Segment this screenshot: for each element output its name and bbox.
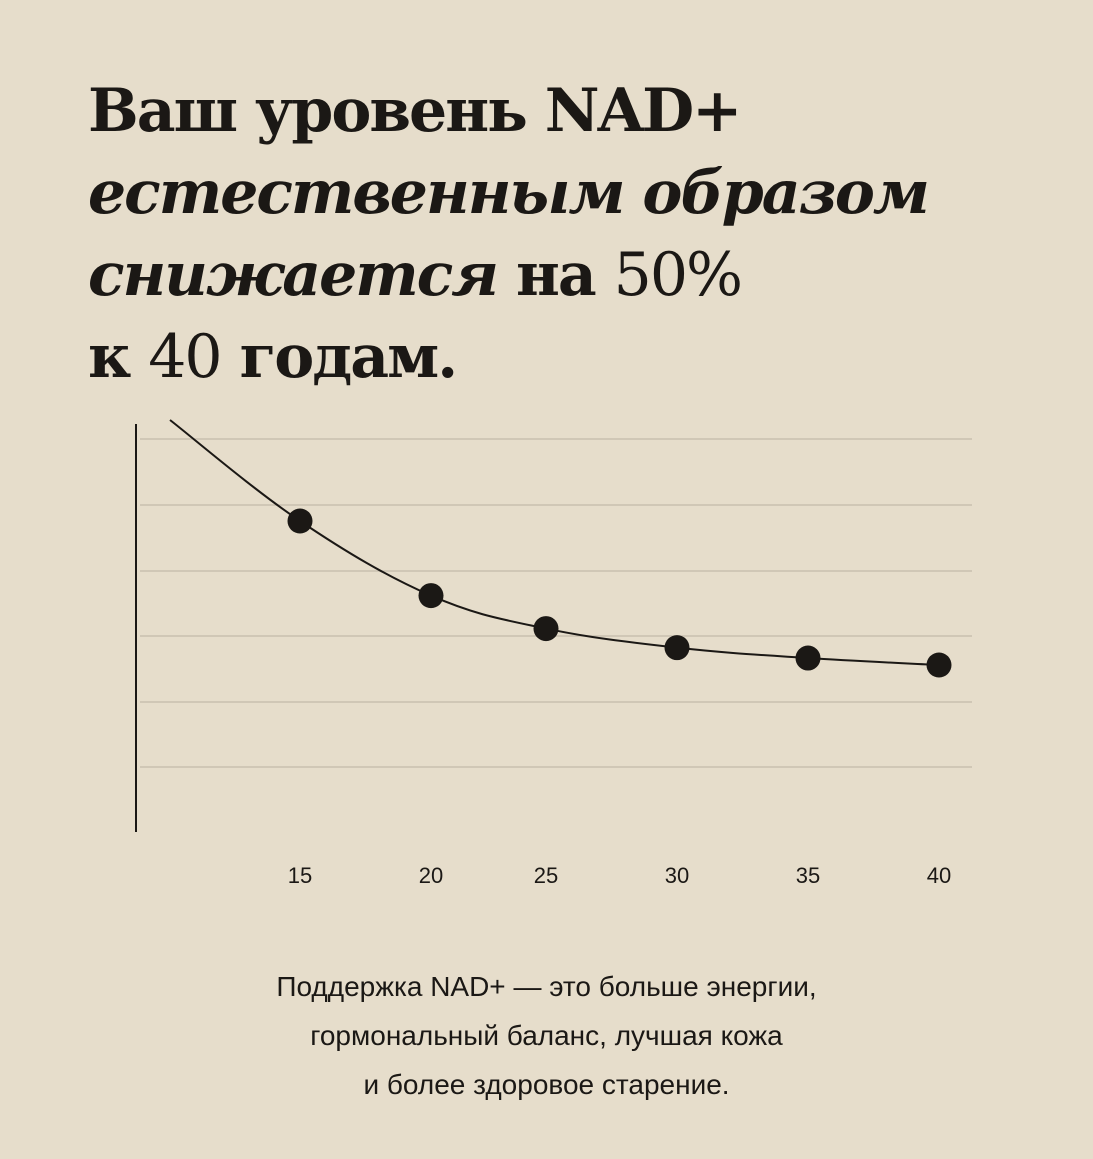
data-point-15 [287,508,313,534]
caption-line-2: гормональный баланс, лучшая кожа [310,1020,783,1051]
x-tick-label-25: 25 [534,863,558,888]
headline: Ваш уровень NAD+ естественным образом сн… [88,70,1048,398]
chart-gridlines [140,438,972,768]
headline-line-3: снижается на 50% [88,234,1048,316]
headline-age: 40 [148,322,222,392]
nad-decline-chart: 15 20 25 30 35 40 [135,419,972,888]
headline-preposition: на [497,240,614,310]
x-tick-label-30: 30 [665,863,689,888]
data-points [287,508,952,678]
data-point-30 [664,635,690,661]
data-point-25 [533,616,559,642]
caption-line-1: Поддержка NAD+ — это больше энергии, [276,971,817,1002]
x-tick-label-35: 35 [796,863,820,888]
headline-suffix: годам. [220,322,458,392]
data-point-40 [926,652,952,678]
data-point-35 [795,645,821,671]
x-axis-tick-labels: 15 20 25 30 35 40 [288,863,951,888]
x-tick-label-20: 20 [419,863,443,888]
data-point-20 [418,583,444,609]
caption: Поддержка NAD+ — это больше энергии, гор… [0,962,1093,1109]
caption-line-3: и более здоровое старение. [363,1069,730,1100]
headline-line-2: естественным образом [88,158,930,228]
headline-emphasis: снижается [88,240,499,310]
headline-line-1: Ваш уровень NAD+ [88,76,742,146]
headline-prefix: к [88,322,149,392]
x-tick-label-40: 40 [927,863,951,888]
headline-percent: 50% [613,240,743,310]
headline-line-4: к 40 годам. [88,316,1048,398]
x-tick-label-15: 15 [288,863,312,888]
